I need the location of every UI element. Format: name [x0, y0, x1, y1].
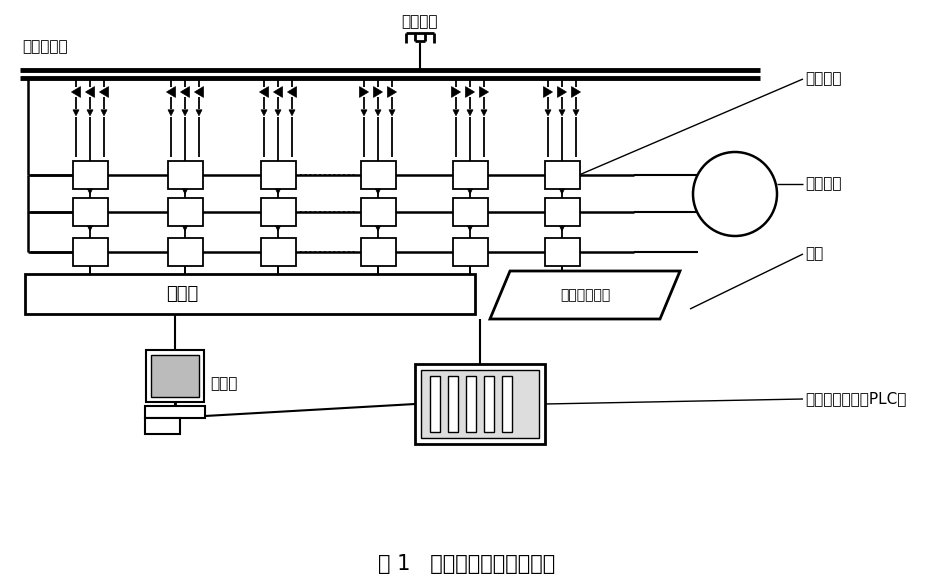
- Bar: [168, 238, 203, 266]
- Circle shape: [693, 152, 777, 236]
- Polygon shape: [287, 86, 296, 98]
- Polygon shape: [275, 110, 281, 116]
- Polygon shape: [375, 110, 381, 116]
- Polygon shape: [359, 86, 368, 98]
- Polygon shape: [559, 110, 565, 116]
- Polygon shape: [168, 110, 174, 116]
- Bar: [25, 274, 475, 314]
- Polygon shape: [274, 86, 282, 98]
- Polygon shape: [88, 226, 93, 231]
- Polygon shape: [543, 86, 553, 98]
- Polygon shape: [376, 189, 381, 194]
- Polygon shape: [196, 110, 202, 116]
- Bar: [361, 198, 396, 226]
- Polygon shape: [480, 86, 488, 98]
- Text: 工控机: 工控机: [210, 377, 237, 391]
- Text: 图 1   高压变频器结构示意图: 图 1 高压变频器结构示意图: [379, 554, 555, 574]
- Polygon shape: [376, 226, 381, 231]
- Text: 可编程控制器（PLC）: 可编程控制器（PLC）: [805, 391, 906, 406]
- Bar: [545, 161, 580, 189]
- Polygon shape: [557, 86, 567, 98]
- Polygon shape: [182, 189, 188, 194]
- Bar: [361, 238, 396, 266]
- Polygon shape: [453, 110, 459, 116]
- Bar: [453, 238, 488, 266]
- Polygon shape: [389, 110, 395, 116]
- Bar: [545, 198, 580, 226]
- Polygon shape: [490, 271, 680, 319]
- Bar: [430, 376, 440, 432]
- Bar: [466, 376, 476, 432]
- Text: 异步电机: 异步电机: [805, 176, 842, 192]
- Polygon shape: [545, 110, 551, 116]
- Polygon shape: [276, 226, 280, 231]
- Text: 功率单元: 功率单元: [805, 71, 842, 86]
- Bar: [146, 350, 204, 402]
- Polygon shape: [261, 110, 267, 116]
- Polygon shape: [101, 110, 107, 116]
- Polygon shape: [559, 189, 565, 194]
- Polygon shape: [361, 110, 367, 116]
- Polygon shape: [180, 86, 190, 98]
- Bar: [484, 376, 494, 432]
- Text: 光纤: 光纤: [805, 246, 823, 262]
- Polygon shape: [467, 110, 473, 116]
- Bar: [453, 198, 488, 226]
- Polygon shape: [182, 110, 188, 116]
- Bar: [448, 376, 458, 432]
- Bar: [415, 364, 545, 444]
- Polygon shape: [276, 189, 280, 194]
- Polygon shape: [571, 86, 581, 98]
- Text: 独立控制电源: 独立控制电源: [560, 288, 611, 302]
- Polygon shape: [71, 86, 80, 98]
- Polygon shape: [87, 110, 93, 116]
- Text: 三相电网: 三相电网: [402, 15, 439, 30]
- Polygon shape: [468, 189, 472, 194]
- Text: 控制器: 控制器: [166, 285, 198, 303]
- Bar: [145, 418, 180, 434]
- Polygon shape: [85, 86, 94, 98]
- Polygon shape: [468, 226, 472, 231]
- Polygon shape: [99, 86, 108, 98]
- Polygon shape: [481, 110, 487, 116]
- Polygon shape: [182, 226, 188, 231]
- Polygon shape: [289, 110, 295, 116]
- Text: 移相变压器: 移相变压器: [22, 40, 67, 54]
- Polygon shape: [260, 86, 268, 98]
- Polygon shape: [73, 110, 79, 116]
- Polygon shape: [559, 226, 565, 231]
- Bar: [261, 161, 296, 189]
- Bar: [73, 198, 108, 226]
- Bar: [545, 238, 580, 266]
- Polygon shape: [452, 86, 461, 98]
- Bar: [145, 406, 205, 418]
- Polygon shape: [88, 189, 93, 194]
- Bar: [453, 161, 488, 189]
- Bar: [502, 376, 512, 432]
- Polygon shape: [373, 86, 382, 98]
- Polygon shape: [466, 86, 474, 98]
- Bar: [168, 198, 203, 226]
- Bar: [261, 198, 296, 226]
- Bar: [73, 161, 108, 189]
- Bar: [151, 355, 199, 397]
- Polygon shape: [387, 86, 396, 98]
- Polygon shape: [166, 86, 176, 98]
- Polygon shape: [573, 110, 579, 116]
- Bar: [361, 161, 396, 189]
- Bar: [168, 161, 203, 189]
- Polygon shape: [194, 86, 204, 98]
- Bar: [261, 238, 296, 266]
- Bar: [421, 370, 539, 438]
- Bar: [73, 238, 108, 266]
